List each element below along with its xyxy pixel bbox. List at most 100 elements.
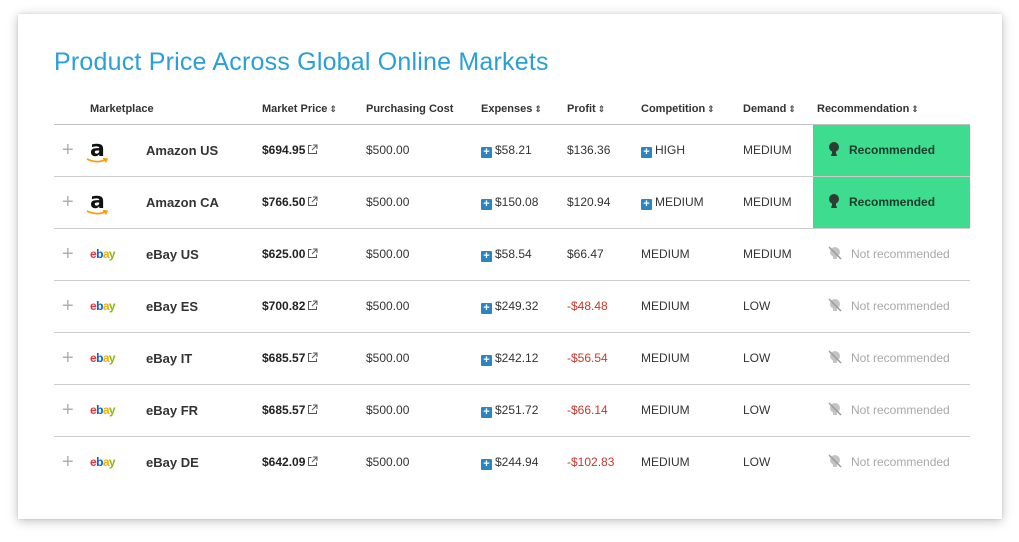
col-marketplace-header: Marketplace (90, 94, 262, 125)
expand-row-icon[interactable]: + (62, 243, 74, 265)
recommendation-value: Not recommended (851, 454, 950, 469)
expand-row-icon[interactable]: + (62, 191, 74, 213)
recommended-icon (827, 193, 841, 212)
marketplace-name-cell: eBay FR (146, 384, 262, 437)
expand-cell: + (54, 176, 90, 229)
expand-expenses-icon[interactable]: + (481, 198, 492, 210)
competition-value: MEDIUM (641, 247, 690, 261)
purchasing-cost-value: $500.00 (366, 143, 410, 157)
col-market-price-header[interactable]: Market Price ⇕ (262, 94, 366, 125)
expand-competition-icon[interactable]: + (641, 198, 652, 210)
external-link-icon[interactable] (307, 196, 318, 210)
table-row: + ebay eBay DE $642.09 $500.00 + $244.94 … (54, 436, 970, 488)
recommendation-cell: Recommended (813, 124, 970, 177)
expand-cell: + (54, 228, 90, 281)
demand-cell: LOW (743, 280, 813, 333)
col-profit-header[interactable]: Profit ⇕ (567, 94, 641, 125)
expand-expenses-icon[interactable]: + (481, 302, 492, 314)
sort-icon: ⇕ (911, 103, 919, 114)
competition-cell: + HIGH (641, 124, 743, 177)
marketplace-name: eBay US (146, 246, 199, 262)
table-row: + ebay eBay IT $685.57 $500.00 + $242.12 … (54, 332, 970, 385)
col-expenses-header[interactable]: Expenses ⇕ (481, 94, 567, 125)
expenses-value: $242.12 (495, 350, 539, 365)
market-price-cell: $685.57 (262, 332, 366, 385)
profit-value: $66.47 (567, 247, 604, 261)
marketplace-logo-cell: a (86, 124, 146, 177)
demand-value: LOW (743, 299, 771, 313)
recommendation-value: Recommended (849, 142, 936, 157)
competition-cell: MEDIUM (641, 332, 743, 385)
expand-competition-icon[interactable]: + (641, 146, 652, 158)
external-link-icon[interactable] (307, 456, 318, 470)
purchasing-cost-cell: $500.00 (366, 176, 481, 229)
demand-value: LOW (743, 455, 771, 470)
recommended-icon (827, 141, 841, 160)
marketplace-name-cell: eBay US (146, 228, 262, 281)
expand-row-icon[interactable]: + (62, 295, 74, 317)
competition-value: MEDIUM (641, 455, 690, 470)
expand-row-icon[interactable]: + (62, 139, 74, 161)
expand-expenses-icon[interactable]: + (481, 458, 492, 470)
sort-icon: ⇕ (329, 103, 337, 114)
col-expand-header (54, 94, 90, 125)
recommendation-value: Not recommended (851, 402, 950, 417)
recommendation-cell: Not recommended (813, 228, 970, 281)
competition-cell: MEDIUM (641, 384, 743, 437)
market-price-value: $700.82 (262, 298, 306, 313)
table-row: + ebay eBay FR $685.57 $500.00 + $251.72 … (54, 384, 970, 437)
competition-cell: MEDIUM (641, 228, 743, 281)
col-recommendation-header[interactable]: Recommendation ⇕ (813, 94, 970, 125)
external-link-icon[interactable] (307, 404, 318, 418)
expand-expenses-icon[interactable]: + (481, 406, 492, 418)
external-link-icon[interactable] (307, 248, 318, 262)
purchasing-cost-value: $500.00 (366, 403, 410, 417)
col-demand-label: Demand (743, 102, 787, 115)
purchasing-cost-value: $500.00 (366, 351, 410, 365)
ebay-logo: ebay (90, 247, 116, 261)
expand-row-icon[interactable]: + (62, 399, 74, 421)
external-link-icon[interactable] (307, 144, 318, 158)
expand-row-icon[interactable]: + (62, 347, 74, 369)
market-price-cell: $625.00 (262, 228, 366, 281)
sort-icon: ⇕ (788, 103, 796, 114)
profit-cell: $120.94 (567, 176, 641, 229)
not-recommended-icon (827, 245, 843, 264)
expenses-cell: + $251.72 (481, 384, 567, 437)
demand-value: MEDIUM (743, 195, 792, 209)
expenses-cell: + $242.12 (481, 332, 567, 385)
expenses-value: $244.94 (495, 454, 539, 469)
expand-cell: + (54, 436, 90, 488)
competition-value: MEDIUM (655, 194, 704, 209)
expand-expenses-icon[interactable]: + (481, 250, 492, 262)
profit-cell: $66.47 (567, 228, 641, 281)
ebay-logo: ebay (90, 351, 116, 365)
expand-expenses-icon[interactable]: + (481, 146, 492, 158)
recommendation-cell: Recommended (813, 176, 970, 229)
col-market-price-label: Market Price (262, 102, 328, 115)
purchasing-cost-value: $500.00 (366, 299, 410, 313)
profit-cell: -$102.83 (567, 436, 641, 488)
marketplace-logo-cell: ebay (90, 436, 146, 488)
col-competition-header[interactable]: Competition ⇕ (641, 94, 743, 125)
external-link-icon[interactable] (307, 352, 318, 366)
profit-value: -$102.83 (567, 455, 615, 470)
profit-value: -$48.48 (567, 299, 608, 313)
ebay-logo: ebay (90, 455, 116, 470)
expand-expenses-icon[interactable]: + (481, 354, 492, 366)
marketplace-logo-cell: ebay (90, 280, 146, 333)
marketplace-name: eBay IT (146, 350, 193, 366)
expand-row-icon[interactable]: + (62, 451, 74, 474)
external-link-icon[interactable] (307, 300, 318, 314)
profit-cell: $136.36 (567, 124, 641, 177)
col-demand-header[interactable]: Demand ⇕ (743, 94, 813, 125)
demand-value: MEDIUM (743, 143, 792, 157)
purchasing-cost-cell: $500.00 (366, 228, 481, 281)
not-recommended-icon (827, 349, 843, 368)
market-price-value: $766.50 (262, 194, 306, 209)
marketplace-name-cell: eBay ES (146, 280, 262, 333)
marketplace-logo-cell: a (86, 176, 146, 229)
marketplace-name-cell: Amazon US (146, 124, 262, 177)
competition-value: HIGH (655, 142, 685, 157)
expenses-cell: + $58.54 (481, 228, 567, 281)
